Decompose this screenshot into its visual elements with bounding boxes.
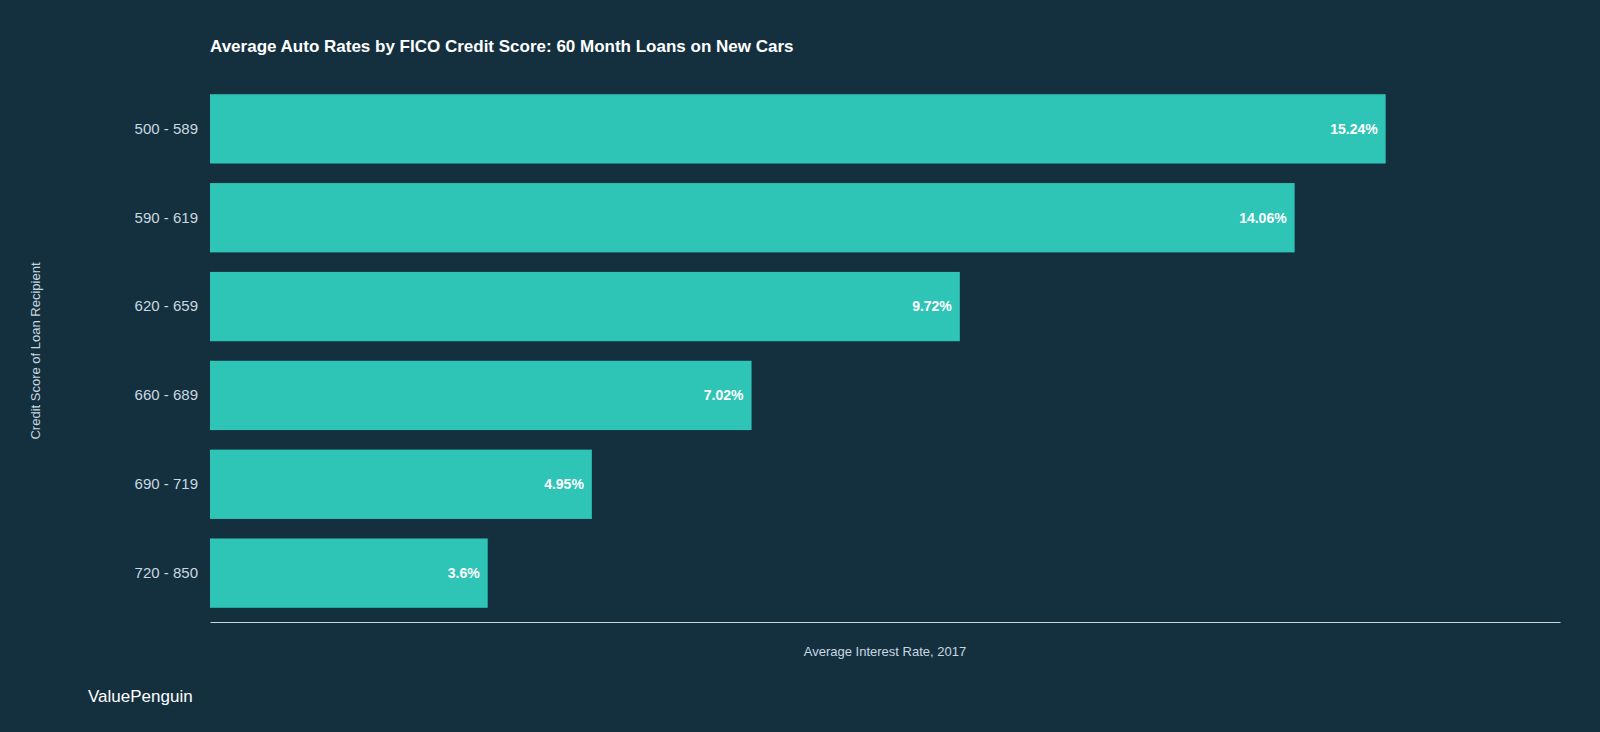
bar bbox=[210, 94, 1386, 163]
x-axis-title: Average Interest Rate, 2017 bbox=[804, 644, 966, 659]
chart-container: 500 - 589 590 - 619 620 - 659 660 - 689 690 … bbox=[0, 0, 1600, 732]
x-axis bbox=[211, 622, 1561, 623]
y-tick-label: 500 - 589 bbox=[135, 120, 198, 137]
y-tick: 590 - 619 bbox=[135, 209, 198, 226]
y-tick: 620 - 659 bbox=[135, 297, 198, 314]
watermark: ValuePenguin bbox=[88, 687, 193, 706]
x-axis-line bbox=[211, 622, 1561, 623]
data-labels: 15.24% 14.06% 9.72% 7.02% 4.95% 3.6% bbox=[448, 121, 1378, 581]
bar bbox=[210, 450, 592, 519]
y-tick: 690 - 719 bbox=[135, 475, 198, 492]
y-tick-label: 590 - 619 bbox=[135, 209, 198, 226]
bar bbox=[210, 361, 752, 430]
y-axis: 500 - 589 590 - 619 620 - 659 660 - 689 690 … bbox=[135, 120, 198, 581]
y-axis-title: Credit Score of Loan Recipient bbox=[28, 262, 43, 439]
y-tick-label: 660 - 689 bbox=[135, 386, 198, 403]
data-label: 9.72% bbox=[912, 298, 952, 314]
y-tick: 500 - 589 bbox=[135, 120, 198, 137]
chart-svg: 500 - 589 590 - 619 620 - 659 660 - 689 690 … bbox=[0, 0, 1600, 732]
y-tick: 660 - 689 bbox=[135, 386, 198, 403]
bar bbox=[210, 538, 488, 607]
title: Average Auto Rates by FICO Credit Score:… bbox=[210, 37, 793, 56]
plot-area: 500 - 589 590 - 619 620 - 659 660 - 689 690 … bbox=[135, 94, 1561, 622]
bar bbox=[210, 183, 1295, 252]
y-tick-label: 720 - 850 bbox=[135, 564, 198, 581]
data-label: 15.24% bbox=[1330, 121, 1378, 137]
bar bbox=[210, 272, 960, 341]
data-label: 14.06% bbox=[1239, 210, 1287, 226]
bars bbox=[210, 94, 1386, 608]
data-label: 7.02% bbox=[704, 387, 744, 403]
y-tick-label: 620 - 659 bbox=[135, 297, 198, 314]
y-tick: 720 - 850 bbox=[135, 564, 198, 581]
data-label: 3.6% bbox=[448, 565, 480, 581]
data-label: 4.95% bbox=[544, 476, 584, 492]
y-tick-label: 690 - 719 bbox=[135, 475, 198, 492]
